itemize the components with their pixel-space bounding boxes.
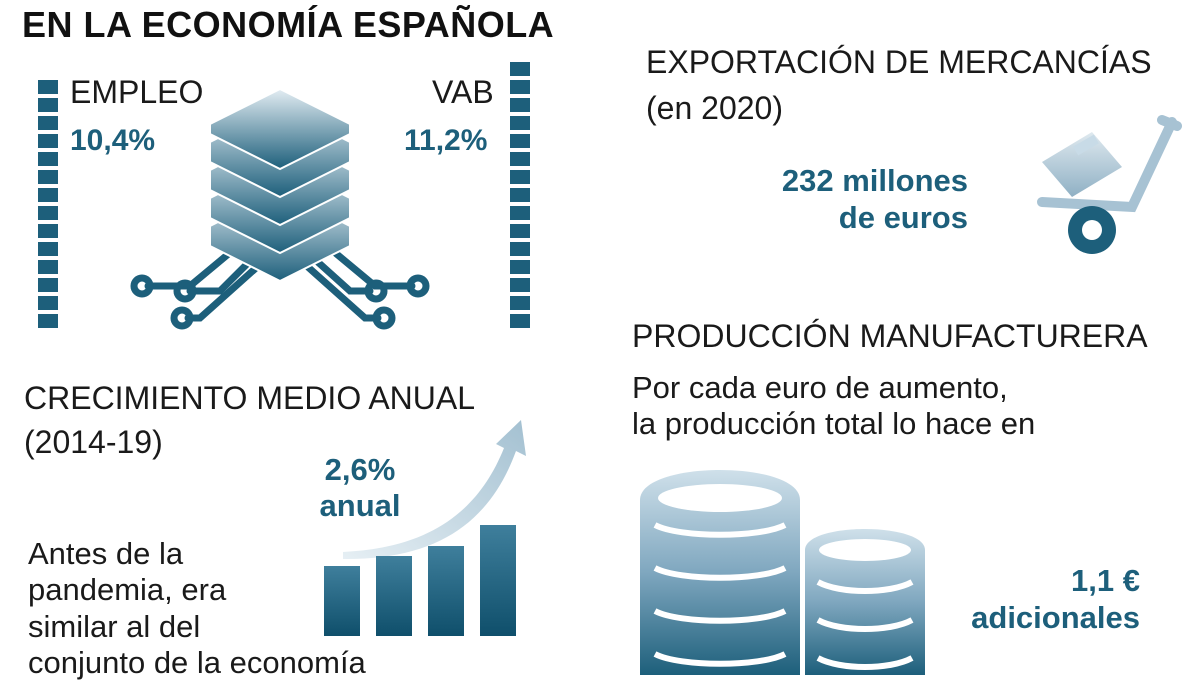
manufacturing-desc-line2: la producción total lo hace en: [632, 406, 1036, 442]
export-period: (en 2020): [646, 90, 783, 126]
manufacturing-heading: PRODUCCIÓN MANUFACTURERA: [632, 318, 1148, 354]
growth-value-line1: 2,6%: [324, 452, 396, 487]
growth-note: Antes de la pandemia, era similar al del…: [28, 536, 408, 681]
growth-heading: CRECIMIENTO MEDIO ANUAL: [24, 380, 476, 416]
growth-bars-icon: [324, 420, 526, 636]
export-amount: 232 millones de euros: [740, 162, 968, 236]
manufacturing-value-line1: 1,1 €: [1071, 563, 1140, 598]
export-amount-line2: de euros: [838, 200, 968, 236]
vab-label: VAB: [432, 74, 494, 110]
manufacturing-desc: Por cada euro de aumento, la producción …: [632, 370, 1192, 443]
server-chip-icon: [130, 87, 430, 330]
vab-value: 11,2%: [404, 124, 488, 157]
coins-stack-icon: [640, 470, 925, 675]
growth-note-line-2: pandemia, era: [28, 572, 227, 608]
manufacturing-value: 1,1 € adicionales: [950, 562, 1140, 636]
growth-value: 2,6% anual: [300, 452, 420, 523]
export-heading: EXPORTACIÓN DE MERCANCÍAS: [646, 44, 1152, 80]
vab-ruler: [510, 62, 530, 332]
growth-note-line-1: Antes de la: [28, 536, 184, 571]
manufacturing-value-line2: adicionales: [971, 600, 1140, 636]
growth-note-line-4: conjunto de la economía: [28, 644, 366, 680]
page-title: EN LA ECONOMÍA ESPAÑOLA: [22, 4, 555, 45]
growth-note-line-3: similar al del: [28, 608, 201, 644]
empleo-label: EMPLEO: [70, 74, 204, 110]
growth-period: (2014-19): [24, 424, 163, 460]
growth-value-line2: anual: [319, 487, 401, 523]
empleo-value: 10,4%: [70, 124, 156, 157]
empleo-ruler: [38, 80, 58, 332]
hand-truck-icon: [1037, 115, 1182, 254]
export-amount-line1: 232 millones: [781, 163, 968, 198]
manufacturing-desc-line1: Por cada euro de aumento,: [632, 370, 1008, 405]
